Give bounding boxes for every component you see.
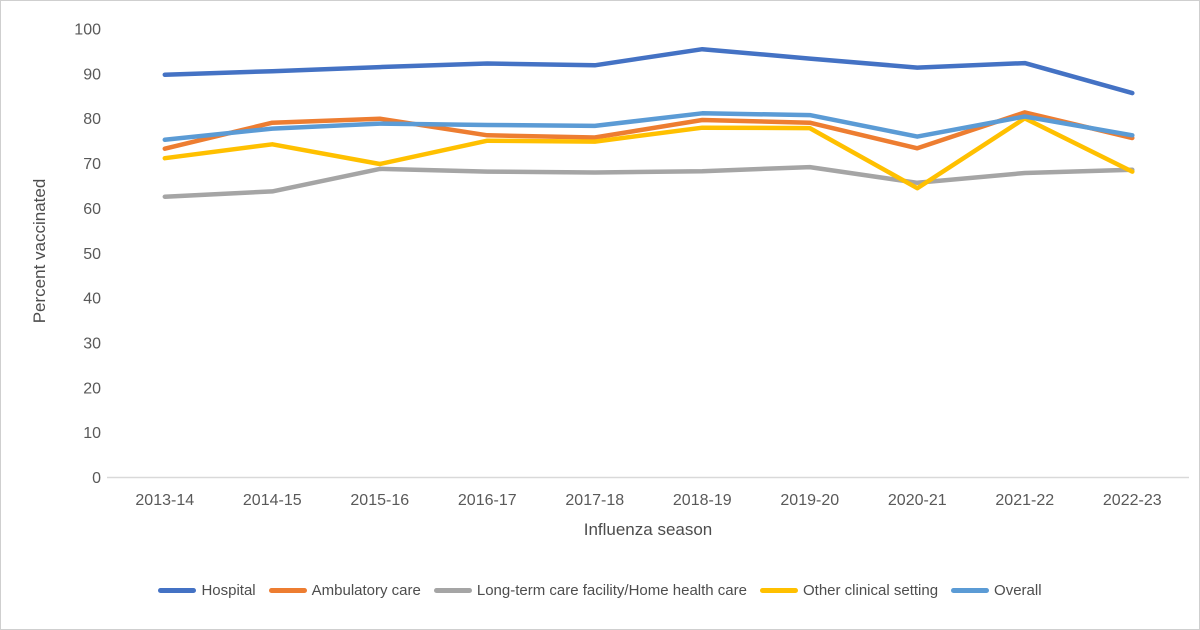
series-line-hospital xyxy=(162,46,1135,96)
x-axis-tick-labels: 2013-14 2014-15 2015-16 2016-17 2017-18 2018-… xyxy=(135,492,1161,509)
x-tick-label: 2018-19 xyxy=(673,492,732,509)
legend-swatch xyxy=(158,588,197,593)
series-line-ambulatory-care xyxy=(162,110,1135,151)
series-line-overall xyxy=(162,111,1135,143)
y-tick-label: 90 xyxy=(83,66,101,83)
legend-label: Long-term care facility/Home health care xyxy=(476,582,747,599)
legend-label: Overall xyxy=(994,582,1042,599)
legend-item-ambulatory-care: Ambulatory care xyxy=(268,582,421,599)
y-tick-label: 30 xyxy=(83,335,101,352)
x-tick-label: 2014-15 xyxy=(243,492,302,509)
legend: Hospital Ambulatory care Long-term care fa… xyxy=(1,582,1199,599)
series-line-other-clinical-setting xyxy=(162,116,1135,191)
x-tick-label: 2020-21 xyxy=(888,492,947,509)
y-tick-label: 20 xyxy=(83,380,101,397)
y-axis-tick-labels: 0 10 20 30 40 50 60 70 80 90 100 xyxy=(74,22,101,488)
x-tick-label: 2021-22 xyxy=(995,492,1054,509)
series-line-long-term-care-facility-home-health-care xyxy=(162,164,1135,199)
legend-swatch xyxy=(433,588,472,593)
x-tick-label: 2013-14 xyxy=(135,492,194,509)
x-tick-label: 2017-18 xyxy=(565,492,624,509)
y-tick-label: 100 xyxy=(74,22,101,39)
legend-swatch xyxy=(268,588,307,593)
x-tick-label: 2019-20 xyxy=(780,492,839,509)
y-tick-label: 0 xyxy=(92,470,101,487)
legend-item-other-clinical-setting: Other clinical setting xyxy=(759,582,939,599)
x-tick-label: 2015-16 xyxy=(350,492,409,509)
legend-label: Ambulatory care xyxy=(311,582,421,599)
y-tick-label: 40 xyxy=(83,291,101,308)
legend-item-long-term-care-facility-home-health-care: Long-term care facility/Home health care xyxy=(433,582,747,599)
y-tick-label: 70 xyxy=(83,156,101,173)
legend-item-overall: Overall xyxy=(951,582,1042,599)
x-axis-title: Influenza season xyxy=(584,520,713,539)
x-tick-label: 2016-17 xyxy=(458,492,517,509)
y-tick-label: 60 xyxy=(83,201,101,218)
x-tick-label: 2022-23 xyxy=(1103,492,1162,509)
y-axis-title: Percent vaccinated xyxy=(30,179,49,324)
legend-swatch xyxy=(759,588,798,593)
legend-item-hospital: Hospital xyxy=(158,582,256,599)
series-lines xyxy=(162,46,1135,199)
y-tick-label: 80 xyxy=(83,111,101,128)
legend-label: Other clinical setting xyxy=(802,582,939,599)
legend-label: Hospital xyxy=(201,582,256,599)
y-tick-label: 10 xyxy=(83,425,101,442)
legend-swatch xyxy=(951,588,990,593)
y-tick-label: 50 xyxy=(83,246,101,263)
